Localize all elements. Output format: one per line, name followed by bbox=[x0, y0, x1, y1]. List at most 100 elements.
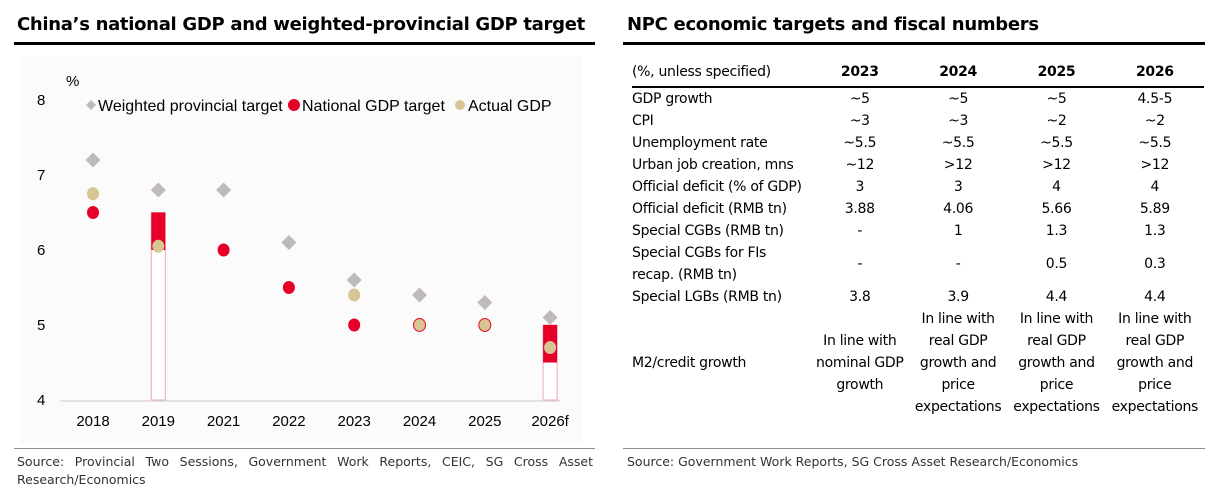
x-tick-label: 2026f bbox=[531, 413, 569, 430]
weighted-provincial-target-point bbox=[346, 272, 362, 288]
x-tick-label: 2022 bbox=[272, 413, 305, 430]
chart-title: China’s national GDP and weighted-provin… bbox=[17, 14, 585, 35]
table-row: CPI ~3 ~3 ~2 ~2 bbox=[632, 110, 1204, 132]
legend-diamond-icon bbox=[86, 100, 96, 110]
weighted-provincial-target-point bbox=[477, 295, 493, 310]
npc-targets-table: (%, unless specified) 2023 2024 2025 202… bbox=[632, 58, 1204, 418]
table-cell: - bbox=[857, 223, 863, 239]
legend-tan-dot-icon bbox=[455, 100, 465, 110]
x-tick-label: 2021 bbox=[207, 413, 240, 430]
table-cell: >12 bbox=[1042, 157, 1071, 173]
row-label: Special CGBs for FIs recap. (RMB tn) bbox=[632, 245, 767, 283]
table-row: Special CGBs (RMB tn) - 1 1.3 1.3 bbox=[632, 220, 1204, 242]
table-row: Urban job creation, mns ~12 >12 >12 >12 bbox=[632, 154, 1204, 176]
table-cell: 1.3 bbox=[1045, 223, 1068, 239]
table-cell: ~5.5 bbox=[843, 135, 877, 151]
left-source-divider bbox=[14, 448, 595, 449]
header-year: 2024 bbox=[908, 58, 1008, 88]
table-cell: 4.5-5 bbox=[1137, 91, 1173, 107]
table-cell: >12 bbox=[943, 157, 973, 173]
right-source-divider bbox=[623, 448, 1205, 449]
header-units: (%, unless specified) bbox=[632, 58, 811, 88]
table-cell: ~5 bbox=[948, 91, 969, 107]
weighted-provincial-target-point bbox=[85, 152, 101, 168]
table-cell: 5.66 bbox=[1041, 201, 1072, 217]
table-cell: ~3 bbox=[849, 113, 870, 129]
row-label: Official deficit (RMB tn) bbox=[632, 201, 787, 217]
table-cell: 4 bbox=[1052, 179, 1061, 195]
table-cell: - bbox=[955, 256, 961, 272]
weighted-provincial-target-point bbox=[216, 182, 232, 198]
header-year: 2025 bbox=[1007, 58, 1106, 88]
row-label: M2/credit growth bbox=[632, 355, 747, 371]
table-cell: In line with real GDP growth and price e… bbox=[1111, 311, 1199, 415]
actual-gdp-point bbox=[348, 288, 361, 302]
actual-gdp-point bbox=[544, 341, 557, 354]
table-cell: 4.4 bbox=[1045, 289, 1068, 305]
y-tick-label: 6 bbox=[37, 242, 45, 259]
table-cell: 0.3 bbox=[1144, 256, 1166, 272]
table-cell: In line with nominal GDP growth bbox=[816, 333, 904, 393]
table-header-row: (%, unless specified) 2023 2024 2025 202… bbox=[632, 58, 1204, 88]
y-tick-label: 4 bbox=[37, 392, 45, 409]
legend-red-dot-icon bbox=[288, 99, 300, 111]
table-cell: 0.5 bbox=[1045, 256, 1068, 272]
table-cell: ~3 bbox=[948, 113, 969, 129]
actual-gdp-point bbox=[478, 318, 492, 332]
table-cell: - bbox=[857, 256, 863, 272]
row-label: Unemployment rate bbox=[632, 135, 768, 151]
table-cell: 3.8 bbox=[849, 289, 871, 305]
header-year: 2026 bbox=[1105, 58, 1204, 88]
table-row: Official deficit (RMB tn) 3.88 4.06 5.66 5.8… bbox=[632, 198, 1204, 220]
table-row: Official deficit (% of GDP) 3 3 4 4 bbox=[632, 176, 1204, 198]
table-cell: 1.3 bbox=[1144, 223, 1166, 239]
table-cell: 5.89 bbox=[1139, 201, 1170, 217]
table-cell: In line with real GDP growth and price e… bbox=[914, 311, 1002, 415]
table-cell: 4 bbox=[1150, 179, 1160, 195]
target-range-bar bbox=[151, 212, 166, 250]
weighted-provincial-target-point bbox=[150, 182, 166, 198]
table-cell: ~5 bbox=[849, 91, 870, 107]
legend-label: Weighted provincial target bbox=[98, 98, 283, 115]
chart-title-rule bbox=[14, 42, 595, 45]
table-cell: ~5 bbox=[1046, 91, 1067, 107]
table-cell: 3.9 bbox=[947, 289, 969, 305]
table-cell: >12 bbox=[1140, 157, 1170, 173]
legend-label: Actual GDP bbox=[468, 98, 552, 115]
legend-label: National GDP target bbox=[302, 98, 445, 115]
table-cell: 3 bbox=[855, 179, 865, 195]
table-cell: ~2 bbox=[1144, 113, 1165, 129]
chart-source-note: Source: Provincial Two Sessions, Governm… bbox=[17, 454, 593, 487]
weighted-provincial-target-point bbox=[412, 287, 427, 303]
table-cell: 3 bbox=[953, 179, 963, 195]
x-tick-label: 2024 bbox=[403, 413, 436, 430]
row-label: Special LGBs (RMB tn) bbox=[632, 289, 782, 305]
table-title-rule bbox=[623, 42, 1205, 45]
y-tick-label: 7 bbox=[37, 167, 45, 184]
national-gdp-target-point bbox=[217, 243, 230, 257]
x-tick-label: 2019 bbox=[142, 413, 175, 430]
table-row: Special CGBs for FIs recap. (RMB tn) - - 0.… bbox=[632, 242, 1204, 286]
table-row: M2/credit growth In line with nominal GDP… bbox=[632, 308, 1204, 418]
table-cell: In line with real GDP growth and price e… bbox=[1013, 311, 1100, 415]
table-cell: ~5.5 bbox=[1138, 135, 1172, 151]
weighted-provincial-target-point bbox=[281, 235, 297, 250]
y-tick-label: 5 bbox=[37, 317, 45, 334]
table-cell: ~12 bbox=[845, 157, 875, 173]
x-tick-label: 2018 bbox=[76, 413, 109, 430]
chart-plot-area bbox=[20, 56, 582, 444]
national-gdp-target-point bbox=[282, 281, 295, 294]
table-cell: 4.06 bbox=[943, 201, 974, 217]
national-gdp-target-point bbox=[87, 206, 99, 219]
row-label: Urban job creation, mns bbox=[632, 157, 794, 173]
actual-gdp-point bbox=[152, 239, 165, 253]
y-axis-unit-label: % bbox=[66, 73, 79, 90]
actual-gdp-point bbox=[413, 318, 426, 332]
row-label: Special CGBs (RMB tn) bbox=[632, 223, 784, 239]
national-gdp-target-point bbox=[348, 318, 361, 332]
table-title: NPC economic targets and fiscal numbers bbox=[627, 14, 1039, 35]
row-label: CPI bbox=[632, 113, 654, 129]
table-cell: ~5.5 bbox=[1040, 135, 1073, 151]
gdp-target-chart: 4 5 6 7 8 2018 2019 2021 2022 2023 2024 2025 2026f %… bbox=[37, 73, 570, 430]
table-cell: 4.4 bbox=[1144, 289, 1166, 305]
